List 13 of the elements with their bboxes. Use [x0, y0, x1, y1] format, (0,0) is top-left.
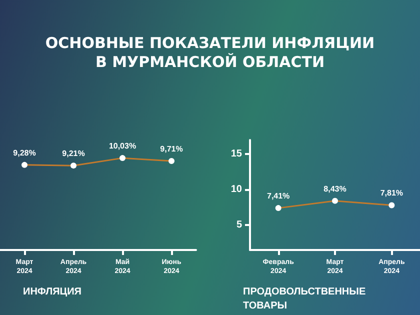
y-tick-label: 5: [236, 220, 242, 231]
data-label: 8,43%: [324, 184, 346, 194]
data-label: 9,71%: [160, 144, 183, 154]
x-axis-title: ИНФЛЯЦИЯ: [23, 286, 82, 298]
chart-title: ОСНОВНЫЕ ПОКАЗАТЕЛИ ИНФЛЯЦИИ В МУРМАНСКОЙ ОБЛАСТИ: [44, 34, 376, 72]
x-axis-title: ПРОДОВОЛЬСТВЕННЫЕ ТОВАРЫ: [243, 286, 368, 312]
data-label: 7,41%: [266, 192, 290, 201]
y-tick-label: 10: [230, 184, 242, 196]
y-tick-label: 15: [230, 148, 242, 160]
data-label: 9,21%: [62, 149, 85, 158]
data-label: 7,81%: [380, 188, 404, 198]
data-label: 9,28%: [13, 148, 36, 158]
data-label: 10,03%: [108, 142, 136, 151]
